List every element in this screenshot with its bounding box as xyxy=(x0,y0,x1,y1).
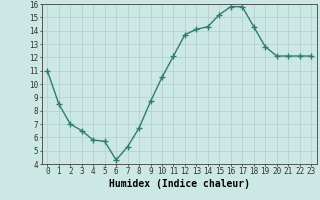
X-axis label: Humidex (Indice chaleur): Humidex (Indice chaleur) xyxy=(109,179,250,189)
